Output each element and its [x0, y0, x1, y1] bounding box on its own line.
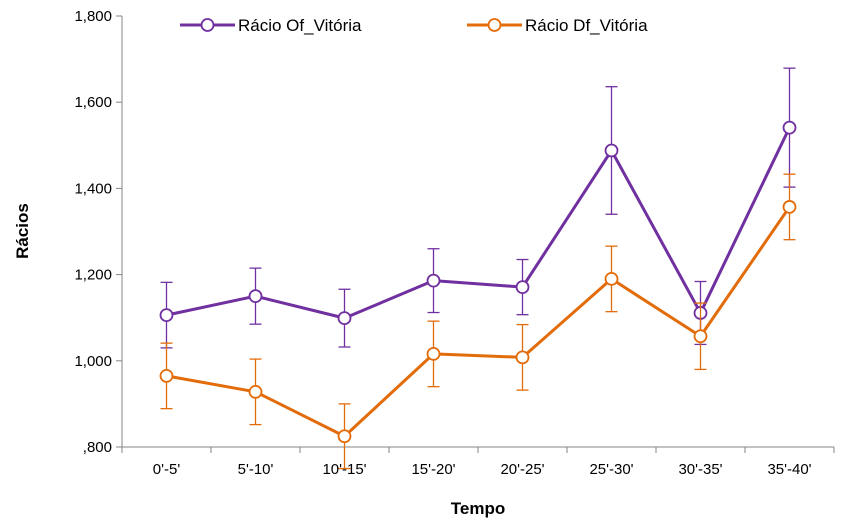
- data-point: [248, 384, 263, 399]
- y-tick-label: 1,800: [74, 8, 112, 25]
- y-tick-label: 1,600: [74, 94, 112, 111]
- y-tick-label: 1,200: [74, 267, 112, 284]
- y-tick-label: ,800: [83, 439, 112, 456]
- legend: Rácio Of_Vitória Rácio Df_Vitória: [180, 16, 648, 35]
- series-line: [166, 126, 791, 320]
- data-point: [426, 347, 441, 361]
- y-tick-label: 1,000: [74, 353, 112, 370]
- series-line: [166, 206, 791, 438]
- data-point: [604, 272, 619, 286]
- tick-labels: ,800 1,000 1,200 1,400 1,600 1,800 0'-5' 5'-10'…: [74, 8, 811, 478]
- x-tick-label: 5'-10': [238, 461, 274, 478]
- data-point: [159, 308, 174, 323]
- x-tick-label: 25'-30': [589, 461, 633, 478]
- legend-item-2: Rácio Df_Vitória: [467, 16, 648, 35]
- y-axis-title: Rácios: [13, 203, 32, 259]
- data-point: [159, 368, 174, 383]
- data-point: [693, 329, 708, 344]
- data-point: [782, 120, 797, 135]
- x-tick-label: 20'-25': [500, 461, 544, 478]
- y-tick-label: 1,400: [74, 180, 112, 197]
- data-point: [337, 311, 352, 326]
- legend-item-1: Rácio Of_Vitória: [180, 16, 362, 35]
- series-layer: [159, 67, 797, 470]
- data-point: [248, 289, 263, 304]
- data-point: [782, 200, 797, 214]
- legend-label: Rácio Of_Vitória: [238, 16, 362, 35]
- x-tick-label: 10'-15': [322, 461, 366, 478]
- axes: [116, 15, 835, 453]
- data-point: [515, 350, 530, 365]
- x-tick-label: 35'-40': [767, 461, 811, 478]
- x-tick-label: 15'-20': [411, 461, 455, 478]
- x-tick-label: 30'-35': [678, 461, 722, 478]
- data-point: [337, 429, 352, 444]
- legend-marker: [200, 18, 215, 32]
- x-axis-title: Tempo: [451, 499, 505, 518]
- data-point: [426, 273, 441, 288]
- data-point: [604, 143, 619, 158]
- series-1: [159, 67, 797, 349]
- x-tick-label: 0'-5': [153, 461, 181, 478]
- legend-marker: [487, 18, 502, 32]
- data-point: [515, 280, 530, 294]
- legend-label: Rácio Df_Vitória: [525, 16, 648, 35]
- series-2: [159, 173, 797, 470]
